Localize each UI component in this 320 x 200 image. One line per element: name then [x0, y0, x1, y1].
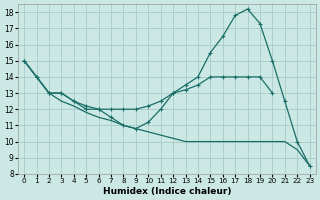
X-axis label: Humidex (Indice chaleur): Humidex (Indice chaleur) — [103, 187, 231, 196]
